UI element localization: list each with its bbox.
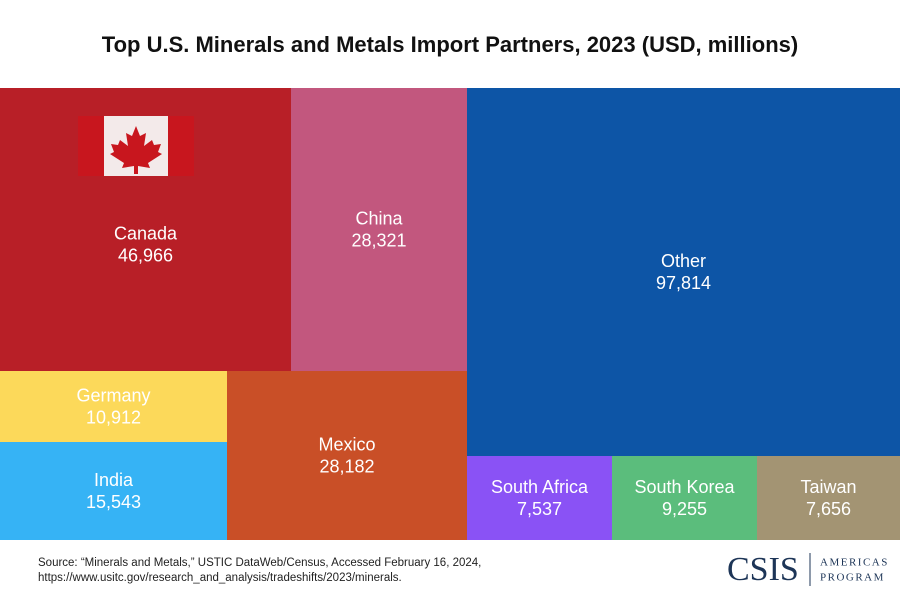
logo-line: AMERICAS [820,557,889,569]
cell-name: Germany [76,385,150,405]
chart-title: Top U.S. Minerals and Metals Import Part… [102,32,798,57]
treemap-cell [467,88,900,456]
treemap-cell [612,456,757,540]
cell-value: 9,255 [662,499,707,519]
treemap-cell [467,456,612,540]
logo-name: CSIS [727,551,799,588]
cell-name: South Africa [491,477,589,497]
cell-value: 97,814 [656,273,711,293]
cell-name: Canada [114,223,178,243]
treemap-cell [0,442,227,540]
treemap-cell [757,456,900,540]
cell-name: Taiwan [800,477,856,497]
cell-value: 7,656 [806,499,851,519]
logo-line: PROGRAM [820,572,885,584]
cell-value: 28,182 [319,456,374,476]
treemap-cell [0,371,227,442]
flag-band [168,116,194,176]
cell-value: 10,912 [86,407,141,427]
source-line: https://www.usitc.gov/research_and_analy… [38,572,402,584]
source-line: Source: “Minerals and Metals,” USTIC Dat… [38,557,481,569]
cell-value: 28,321 [351,230,406,250]
canada-flag [78,116,194,176]
cell-name: Mexico [318,434,375,454]
cell-name: China [355,208,403,228]
maple-leaf [110,126,162,174]
cell-name: India [94,470,134,490]
treemap-cell [227,371,467,540]
cell-name: South Korea [634,477,735,497]
cell-value: 46,966 [118,245,173,265]
flag-band [78,116,104,176]
cell-name: Other [661,251,706,271]
treemap-cell [291,88,467,371]
cell-value: 15,543 [86,492,141,512]
cell-value: 7,537 [517,499,562,519]
